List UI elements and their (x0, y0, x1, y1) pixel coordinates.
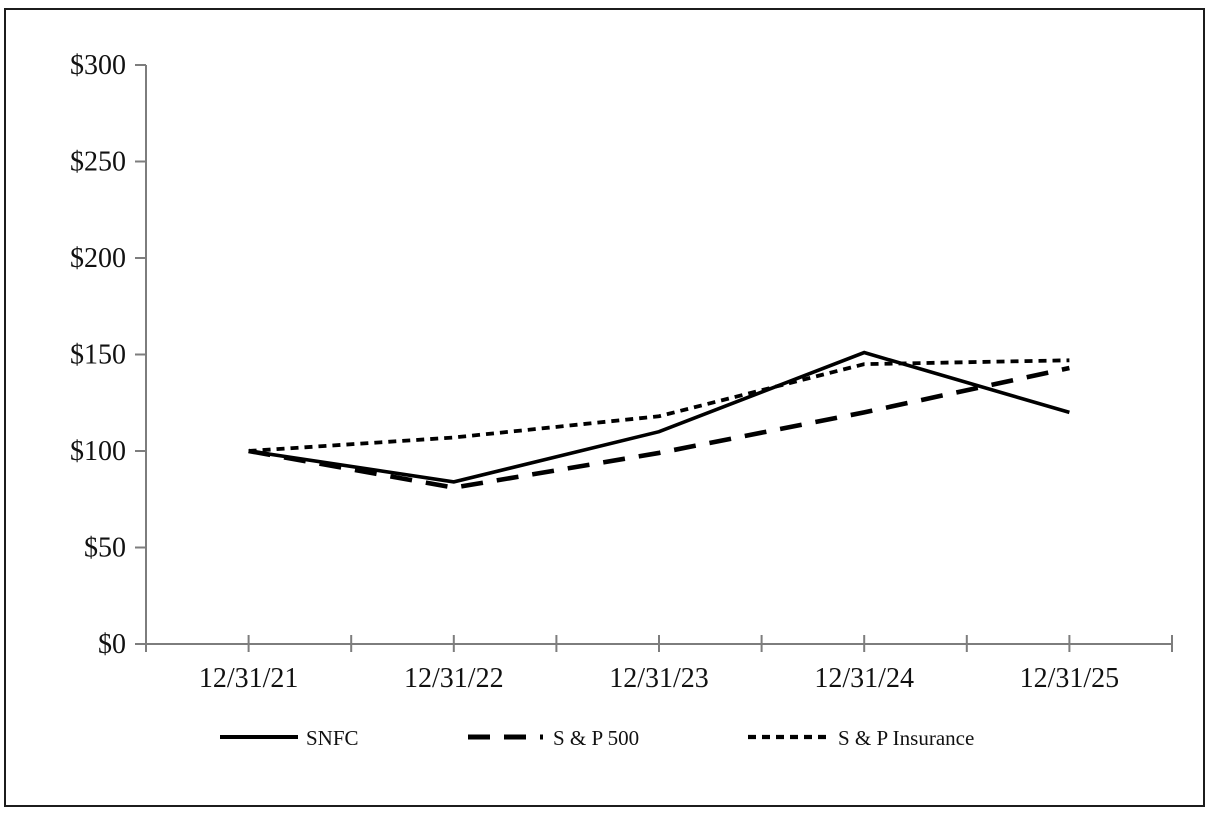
legend-label-s-p-insurance: S & P Insurance (838, 726, 974, 750)
legend-item-s-p-500: S & P 500 (468, 726, 639, 750)
y-tick-label: $100 (70, 436, 126, 467)
series-line-snfc (248, 350, 1070, 484)
x-tick-label: 12/31/25 (1020, 663, 1120, 694)
series-layer (248, 350, 1070, 491)
y-tick-label: $50 (84, 533, 126, 564)
y-tick-label: $300 (70, 50, 126, 81)
series-line-s-p-insurance (248, 358, 1070, 453)
series-line-s-p-500 (248, 365, 1070, 491)
legend-layer: SNFC S & P 500 S & P Insurance (220, 726, 974, 750)
x-tick-label: 12/31/21 (199, 663, 299, 694)
chart-frame (4, 8, 1205, 807)
x-tick-label: 12/31/24 (814, 663, 914, 694)
y-tick-label: $150 (70, 340, 126, 371)
axes-layer: $0 $50 $100 $150 $200 $250 $300 12/31/21 12/31/2… (70, 50, 1173, 694)
legend-item-snfc: SNFC (220, 726, 359, 750)
y-tick-label: $250 (70, 147, 126, 178)
x-tick-label: 12/31/22 (404, 663, 504, 694)
legend-label-s-p-500: S & P 500 (553, 726, 639, 750)
y-tick-label: $200 (70, 243, 126, 274)
legend-item-s-p-insurance: S & P Insurance (748, 726, 974, 750)
legend-label-snfc: SNFC (306, 726, 359, 750)
y-tick-label: $0 (98, 629, 126, 660)
x-tick-label: 12/31/23 (609, 663, 709, 694)
